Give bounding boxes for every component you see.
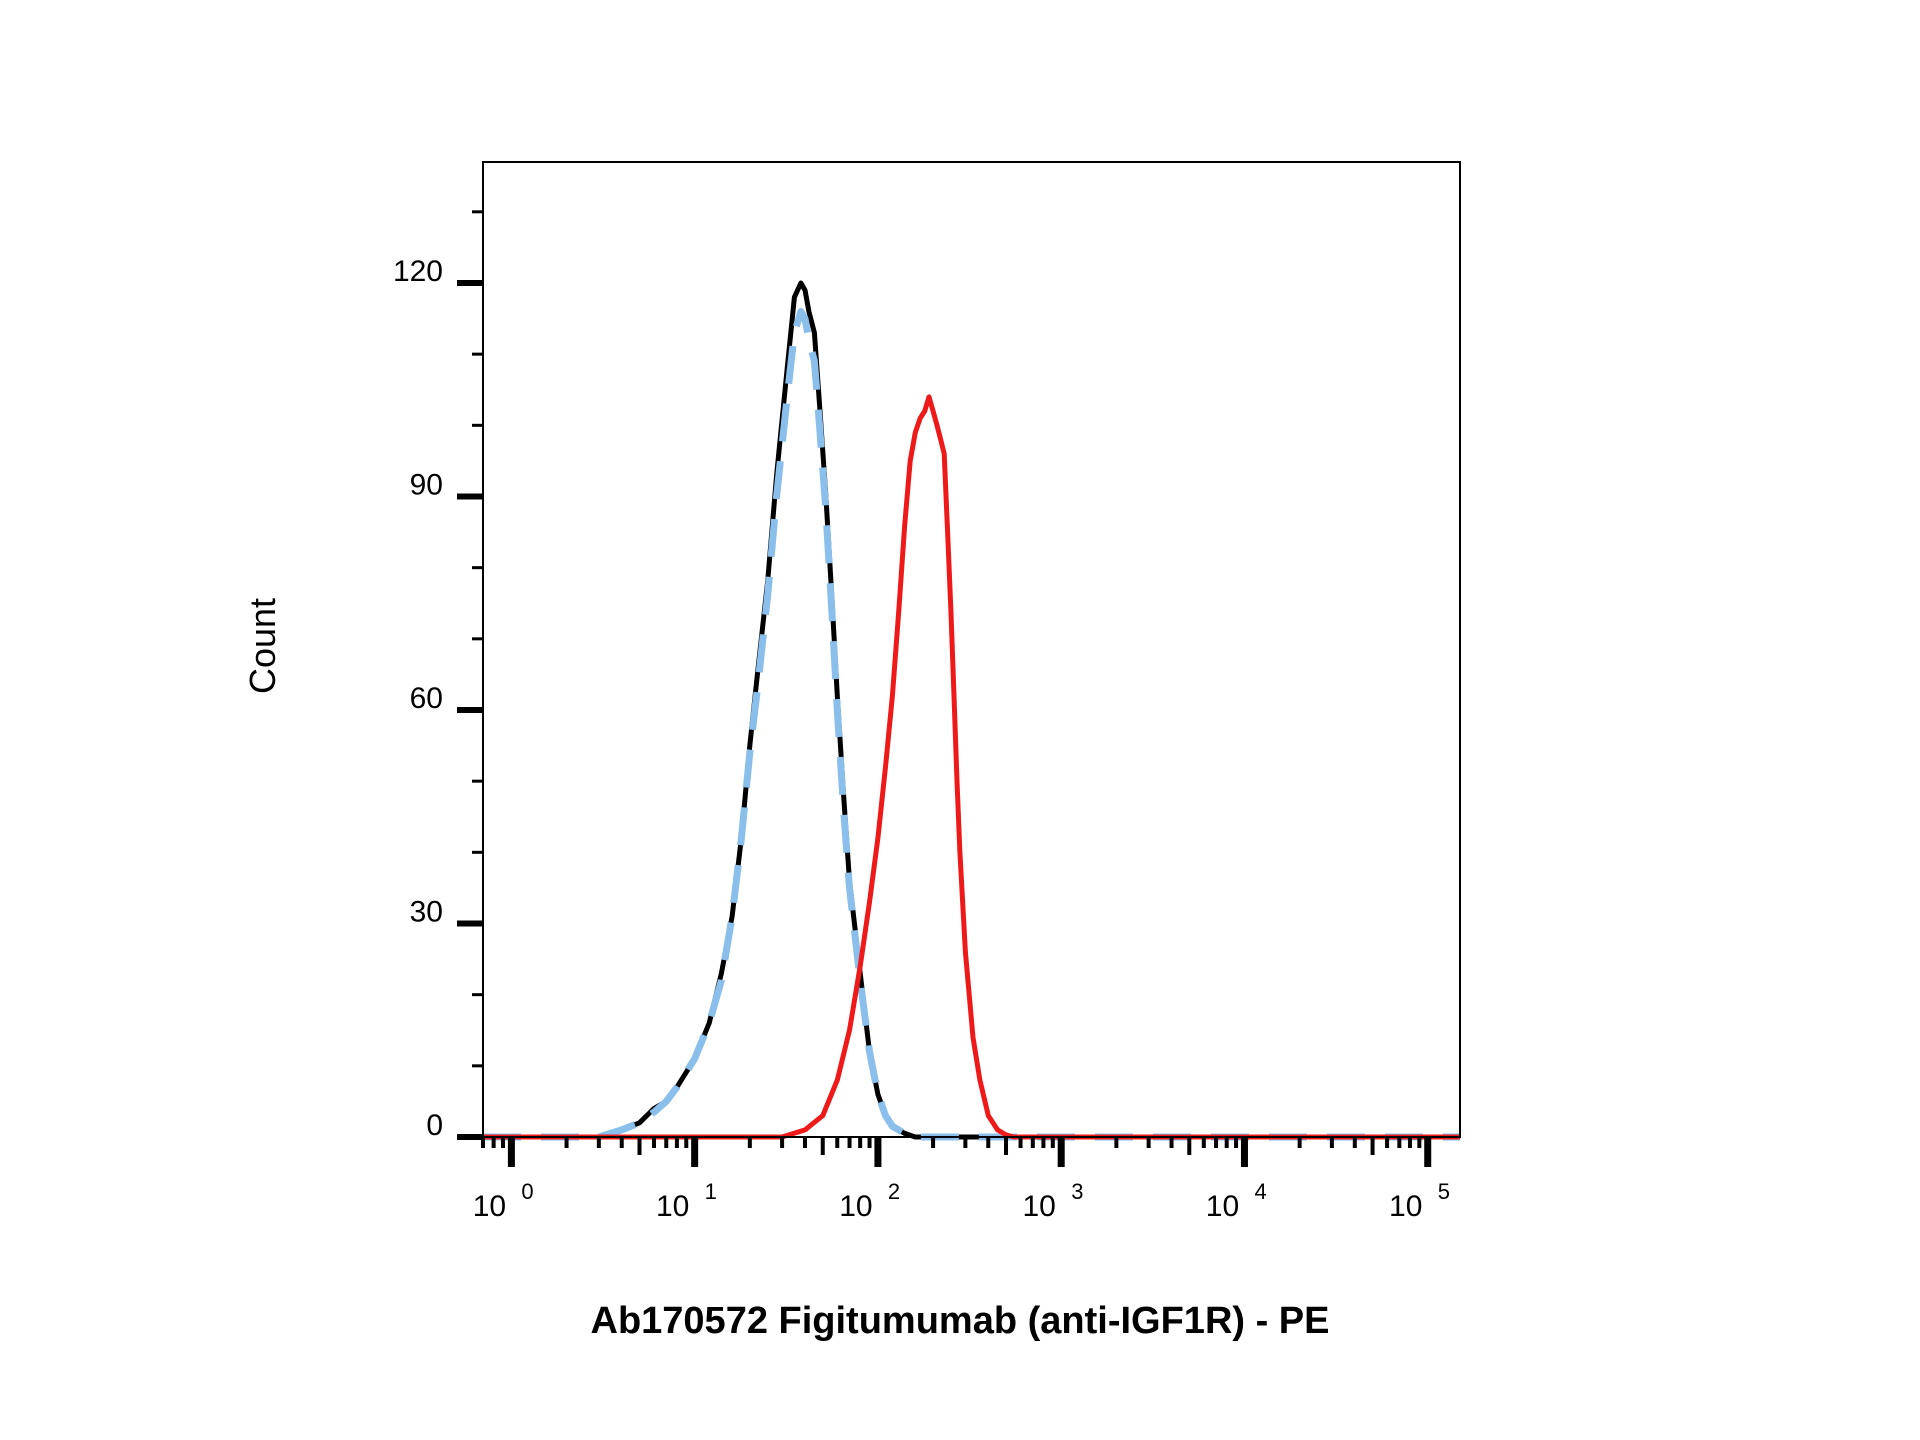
series-layer — [483, 280, 1460, 1141]
plot-frame — [482, 161, 1461, 1138]
x-tick-label: 10 — [1389, 1190, 1422, 1223]
x-tick-label: 10 — [839, 1190, 872, 1223]
y-tick-label: 60 — [410, 682, 443, 715]
y-tick-label: 0 — [426, 1109, 443, 1142]
x-tick-label: 10 — [1023, 1190, 1056, 1223]
y-tick-label: 120 — [393, 255, 443, 288]
x-tick-exponent: 2 — [888, 1179, 900, 1204]
y-axis: 0 30 60 90 120 — [393, 210, 483, 1142]
x-axis: 10 0 10 1 10 2 10 3 10 4 10 5 — [473, 1137, 1450, 1223]
y-tick-label: 30 — [410, 895, 443, 928]
series-line-3 — [483, 394, 1460, 1140]
x-tick-label: 10 — [656, 1190, 689, 1223]
y-axis-label: Count — [242, 598, 283, 694]
x-tick-exponent: 5 — [1438, 1179, 1450, 1204]
x-tick-exponent: 3 — [1071, 1179, 1083, 1204]
series-line-2 — [483, 308, 1460, 1141]
x-tick-exponent: 0 — [521, 1179, 533, 1204]
x-tick-label: 10 — [1206, 1190, 1239, 1223]
x-tick-exponent: 4 — [1254, 1179, 1266, 1204]
x-tick-exponent: 1 — [705, 1179, 717, 1204]
x-axis-label: Ab170572 Figitumumab (anti-IGF1R) - PE — [591, 1300, 1330, 1342]
x-tick-label: 10 — [473, 1190, 506, 1223]
y-tick-label: 90 — [410, 468, 443, 501]
